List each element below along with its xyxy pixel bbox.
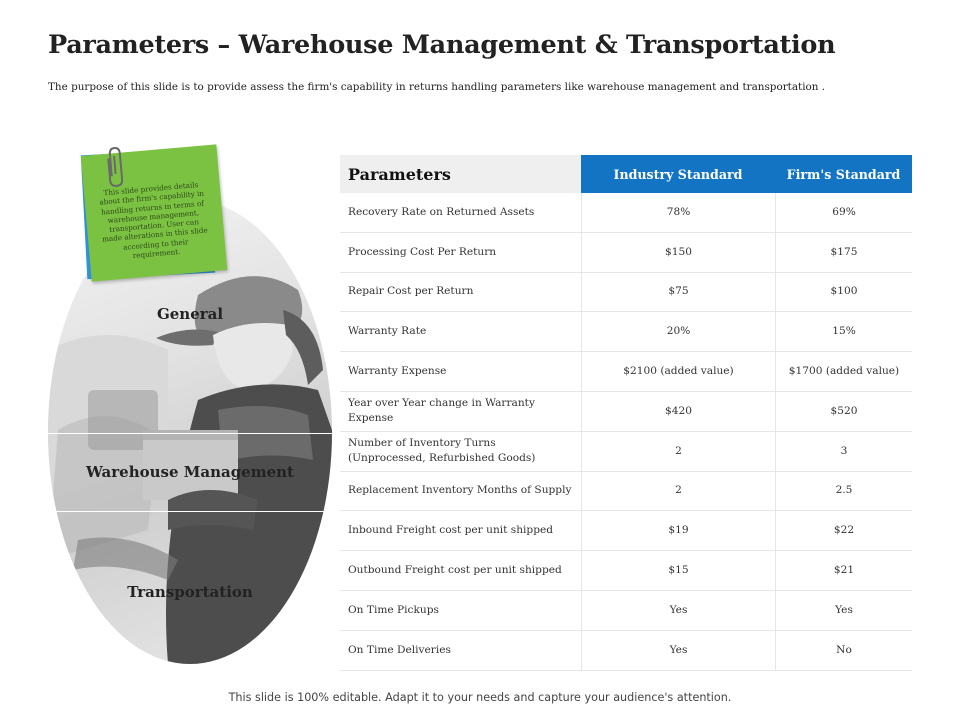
cell-parameter: Year over Year change in Warranty Expens…: [348, 397, 535, 425]
cell-industry-standard: Yes: [581, 590, 775, 630]
table-row: Number of Inventory Turns (Unprocessed, …: [340, 431, 912, 472]
cell-firms-standard: 3: [775, 431, 912, 471]
cell-parameter: Warranty Rate: [348, 325, 427, 338]
cell-industry-standard: $2100 (added value): [581, 352, 775, 391]
cell-parameter: Processing Cost Per Return: [348, 245, 497, 258]
cell-firms-standard: $1700 (added value): [775, 352, 912, 391]
sticky-note-text: This slide provides details about the fi…: [99, 180, 209, 261]
table-row: On Time Pickups Yes Yes: [340, 590, 912, 631]
table-row: Inbound Freight cost per unit shipped $19…: [340, 511, 912, 552]
table-row: Warranty Rate 20% 15%: [340, 312, 912, 353]
table-row: Replacement Inventory Months of Supply 2 2…: [340, 471, 912, 512]
sections-oval: General Warehouse Management Transportat…: [48, 200, 332, 664]
cell-parameter: On Time Deliveries: [348, 643, 451, 656]
cell-industry-standard: Yes: [581, 630, 775, 670]
section-divider: [48, 433, 332, 434]
cell-industry-standard: 2: [581, 471, 775, 511]
cell-firms-standard: $22: [775, 511, 912, 551]
cell-parameter: Warranty Expense: [348, 365, 447, 378]
cell-firms-standard: $520: [775, 391, 912, 431]
table-row: Warranty Expense $2100 (added value) $1700…: [340, 352, 912, 392]
cell-firms-standard: 2.5: [775, 471, 912, 511]
section-transportation: Transportation: [127, 583, 253, 601]
table-row: Outbound Freight cost per unit shipped $1…: [340, 551, 912, 591]
header-parameters: Parameters: [340, 155, 581, 193]
section-general: General: [156, 305, 224, 323]
table-row: Recovery Rate on Returned Assets 78% 69%: [340, 193, 912, 233]
table-row: On Time Deliveries Yes No: [340, 630, 912, 671]
cell-parameter: Outbound Freight cost per unit shipped: [348, 564, 562, 577]
table-header: Parameters Industry Standard Firm's Stan…: [340, 155, 912, 193]
cell-industry-standard: 20%: [581, 312, 775, 352]
cell-firms-standard: 15%: [775, 312, 912, 352]
section-divider: [48, 511, 332, 512]
cell-firms-standard: $100: [775, 272, 912, 312]
cell-industry-standard: $150: [581, 232, 775, 272]
cell-firms-standard: $175: [775, 232, 912, 272]
table-row: Year over Year change in Warranty Expens…: [340, 391, 912, 432]
cell-industry-standard: $75: [581, 272, 775, 312]
cell-firms-standard: No: [775, 630, 912, 670]
person-photo-illustration: [48, 276, 332, 664]
cell-firms-standard: $21: [775, 551, 912, 590]
cell-parameter: Inbound Freight cost per unit shipped: [348, 524, 554, 537]
paperclip-icon: [107, 146, 124, 187]
footer-note: This slide is 100% editable. Adapt it to…: [228, 691, 732, 704]
section-warehouse-management: Warehouse Management: [86, 463, 294, 481]
cell-parameter: On Time Pickups: [348, 603, 439, 616]
slide-title: Parameters – Warehouse Management & Tran…: [48, 30, 836, 60]
cell-industry-standard: $15: [581, 551, 775, 590]
cell-industry-standard: 78%: [581, 193, 775, 232]
cell-firms-standard: Yes: [775, 590, 912, 630]
cell-industry-standard: 2: [581, 431, 775, 471]
cell-parameter: Repair Cost per Return: [348, 285, 474, 298]
table-row: Processing Cost Per Return $150 $175: [340, 232, 912, 273]
cell-industry-standard: $19: [581, 511, 775, 551]
cell-firms-standard: 69%: [775, 193, 912, 232]
table-body: Recovery Rate on Returned Assets 78% 69% Pr…: [340, 193, 912, 671]
cell-parameter: Recovery Rate on Returned Assets: [348, 205, 535, 218]
cell-parameter: Replacement Inventory Months of Supply: [348, 484, 572, 497]
cell-parameter: Number of Inventory Turns (Unprocessed, …: [348, 437, 536, 465]
header-industry-standard: Industry Standard: [581, 155, 775, 193]
sticky-note: This slide provides details about the fi…: [80, 144, 228, 282]
parameters-table: Parameters Industry Standard Firm's Stan…: [340, 155, 912, 671]
cell-industry-standard: $420: [581, 391, 775, 431]
header-firms-standard: Firm's Standard: [775, 155, 912, 193]
slide-subtitle: The purpose of this slide is to provide …: [48, 81, 826, 93]
table-row: Repair Cost per Return $75 $100: [340, 272, 912, 313]
